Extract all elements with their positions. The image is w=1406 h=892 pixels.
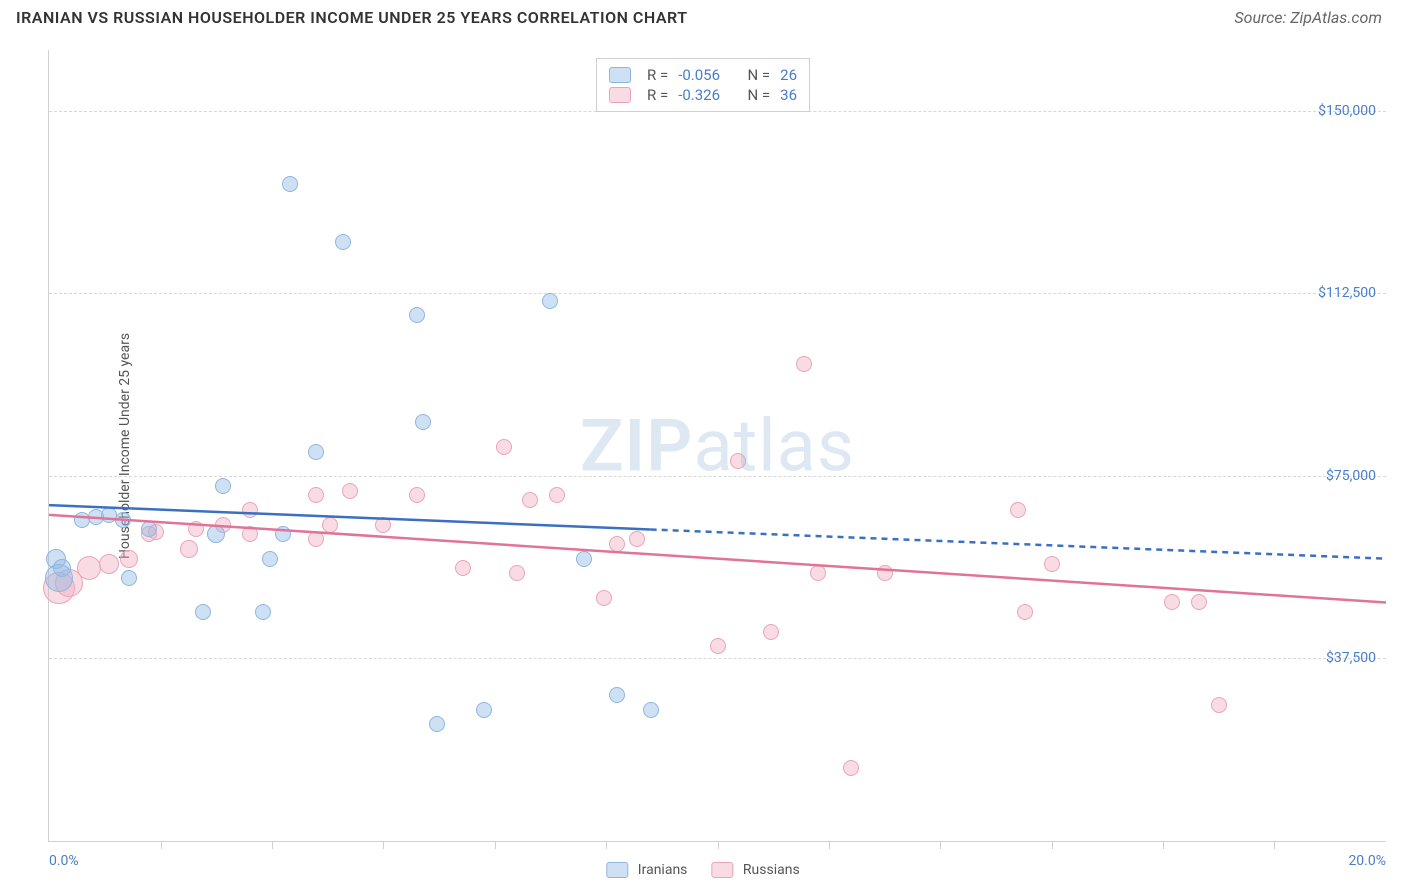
data-point-russians [496,439,512,455]
data-point-iranians [308,444,324,460]
ytick-label: $150,000 [1318,103,1376,119]
gridline [49,293,1386,294]
data-point-russians [342,483,358,499]
ytick-label: $112,500 [1318,285,1376,301]
xtick-label: 20.0% [1348,853,1386,869]
data-point-iranians [195,604,211,620]
data-point-iranians [255,604,271,620]
swatch-iranians-icon [606,862,628,878]
xtick [940,841,941,849]
data-point-iranians [215,478,231,494]
ytick-label: $75,000 [1326,468,1376,484]
xtick [606,841,607,849]
data-point-iranians [609,687,625,703]
data-point-iranians [115,512,131,528]
data-point-russians [242,526,258,542]
stats-row-russians: R = -0.326 N = 36 [609,85,797,105]
stats-row-iranians: R = -0.056 N = 26 [609,65,797,85]
data-point-russians [629,531,645,547]
data-point-iranians [476,702,492,718]
data-point-russians [188,521,204,537]
data-point-russians [609,536,625,552]
data-point-iranians [121,570,137,586]
data-point-russians [1017,604,1033,620]
swatch-russians-icon [711,862,733,878]
chart-title: IRANIAN VS RUSSIAN HOUSEHOLDER INCOME UN… [16,8,688,27]
data-point-iranians [45,564,73,592]
xtick [495,841,496,849]
legend-item-russians: Russians [711,862,799,878]
data-point-russians [843,760,859,776]
data-point-iranians [141,521,157,537]
chart-area: ZIPatlas $37,500$75,000$112,500$150,0000… [48,50,1386,842]
series-legend: Iranians Russians [606,862,799,878]
xtick [1052,841,1053,849]
xtick [1274,841,1275,849]
xtick [718,841,719,849]
data-point-russians [730,453,746,469]
xtick [272,841,273,849]
xtick [1163,841,1164,849]
data-point-russians [810,565,826,581]
data-point-russians [409,487,425,503]
data-point-russians [596,590,612,606]
data-point-russians [77,556,101,580]
data-point-russians [455,560,471,576]
data-point-iranians [207,525,225,543]
data-point-russians [1044,556,1060,572]
data-point-russians [509,565,525,581]
data-point-iranians [542,293,558,309]
data-point-russians [322,517,338,533]
trend-lines [49,50,1386,841]
swatch-iranians-icon [609,67,631,83]
data-point-russians [375,517,391,533]
data-point-iranians [429,716,445,732]
data-point-iranians [262,551,278,567]
legend-item-iranians: Iranians [606,862,687,878]
data-point-iranians [409,307,425,323]
xtick [383,841,384,849]
data-point-russians [99,554,119,574]
data-point-russians [1164,594,1180,610]
data-point-russians [308,531,324,547]
xtick [829,841,830,849]
data-point-russians [522,492,538,508]
ytick-label: $37,500 [1326,650,1376,666]
data-point-russians [710,638,726,654]
data-point-russians [242,502,258,518]
data-point-iranians [335,234,351,250]
stats-legend: R = -0.056 N = 26 R = -0.326 N = 36 [596,58,810,112]
data-point-iranians [576,551,592,567]
data-point-russians [549,487,565,503]
data-point-russians [308,487,324,503]
data-point-iranians [415,414,431,430]
data-point-iranians [643,702,659,718]
data-point-russians [877,565,893,581]
data-point-russians [763,624,779,640]
gridline [49,476,1386,477]
data-point-russians [1211,697,1227,713]
source-label: Source: ZipAtlas.com [1234,8,1382,27]
xtick-label: 0.0% [49,853,79,869]
data-point-iranians [282,176,298,192]
data-point-iranians [275,526,291,542]
data-point-russians [120,550,138,568]
data-point-russians [796,356,812,372]
swatch-russians-icon [609,87,631,103]
data-point-russians [1010,502,1026,518]
data-point-russians [180,540,198,558]
xtick [161,841,162,849]
gridline [49,658,1386,659]
data-point-russians [1191,594,1207,610]
